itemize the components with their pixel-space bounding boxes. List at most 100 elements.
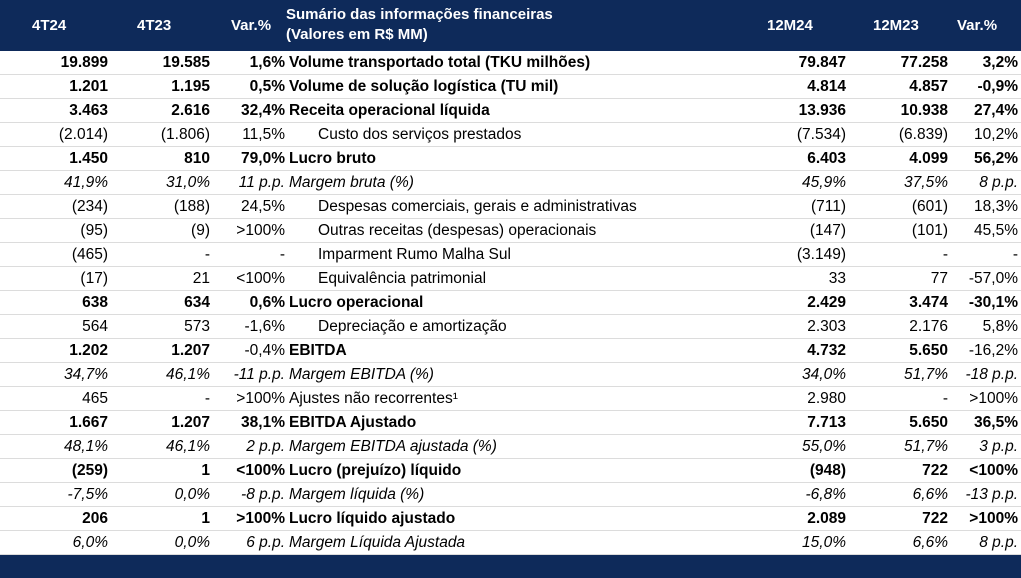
value-cell: 3,2%	[982, 54, 1018, 71]
value-cell: 37,5%	[904, 174, 948, 191]
row-label: Margem líquida (%)	[289, 486, 425, 503]
value-cell: 1.207	[171, 342, 210, 359]
subtitle: (Valores em R$ MM)	[286, 26, 428, 43]
table-row: 48,1% 46,1% 2 p.p. Margem EBITDA ajustada (…	[0, 435, 1021, 459]
row-label: Imparment Rumo Malha Sul	[318, 246, 511, 263]
value-cell: 6,0%	[72, 534, 108, 551]
value-cell: (1.806)	[160, 126, 210, 143]
value-cell: >100%	[969, 390, 1018, 407]
value-cell: -6,8%	[805, 486, 847, 503]
value-cell: >100%	[236, 222, 285, 239]
footer-band	[0, 555, 1021, 578]
value-cell: 1	[201, 510, 210, 527]
table-row: 1.450 810 79,0% Lucro bruto 6.403 4.099 56,2%	[0, 147, 1021, 171]
value-cell: 6,6%	[912, 534, 948, 551]
value-cell: -57,0%	[968, 270, 1018, 287]
table-row: 19.899 19.585 1,6% Volume transportado tota…	[0, 51, 1021, 75]
value-cell: (95)	[80, 222, 108, 239]
value-cell: 0,5%	[249, 78, 285, 95]
value-cell: -	[279, 246, 285, 263]
value-cell: >100%	[236, 510, 285, 527]
value-cell: 638	[82, 294, 108, 311]
row-label: Lucro operacional	[289, 294, 424, 311]
value-cell: >100%	[236, 390, 285, 407]
value-cell: 48,1%	[64, 438, 108, 455]
value-cell: 3.463	[69, 102, 108, 119]
value-cell: -0,9%	[977, 78, 1019, 95]
value-cell: 2.980	[807, 390, 846, 407]
table-row: 564 573 -1,6% Depreciação e amortização 2.30…	[0, 315, 1021, 339]
value-cell: 11,5%	[242, 126, 285, 143]
value-cell: 2.429	[807, 294, 846, 311]
row-label: EBITDA	[289, 342, 347, 359]
value-cell: 465	[82, 390, 108, 407]
value-cell: 77.258	[900, 54, 948, 71]
value-cell: 15,0%	[802, 534, 846, 551]
table-row: 3.463 2.616 32,4% Receita operacional líqui…	[0, 99, 1021, 123]
value-cell: 1.201	[69, 78, 108, 95]
value-cell: 1.667	[69, 414, 108, 431]
value-cell: 46,1%	[166, 438, 210, 455]
row-label: Lucro (prejuízo) líquido	[289, 462, 462, 479]
value-cell: 2.176	[909, 318, 948, 335]
value-cell: 45,9%	[802, 174, 846, 191]
value-cell: -0,4%	[244, 342, 286, 359]
value-cell: (17)	[80, 270, 108, 287]
value-cell: 564	[82, 318, 108, 335]
value-cell: 11 p.p.	[238, 174, 285, 191]
value-cell: 0,6%	[249, 294, 285, 311]
value-cell: 36,5%	[974, 414, 1018, 431]
value-cell: 18,3%	[974, 198, 1018, 215]
value-cell: (2.014)	[58, 126, 108, 143]
value-cell: 27,4%	[974, 102, 1018, 119]
value-cell: 722	[922, 510, 948, 527]
value-cell: 7.713	[807, 414, 846, 431]
column-header: Var.%	[231, 17, 272, 34]
value-cell: 19.899	[60, 54, 108, 71]
value-cell: 8 p.p.	[979, 174, 1018, 191]
value-cell: 56,2%	[974, 150, 1018, 167]
row-label: Volume transportado total (TKU milhões)	[289, 54, 591, 71]
value-cell: 51,7%	[904, 366, 948, 383]
row-label: Margem bruta (%)	[289, 174, 414, 191]
value-cell: 6 p.p.	[246, 534, 285, 551]
table-row: 34,7% 46,1% -11 p.p. Margem EBITDA (%) 34,0%…	[0, 363, 1021, 387]
value-cell: 3.474	[909, 294, 948, 311]
value-cell: 5.650	[909, 342, 948, 359]
value-cell: 4.099	[909, 150, 948, 167]
value-cell: (711)	[810, 198, 846, 215]
value-cell: 6.403	[807, 150, 846, 167]
table-row: (465) - - Imparment Rumo Malha Sul (3.149) - -	[0, 243, 1021, 267]
value-cell: 8 p.p.	[979, 534, 1018, 551]
value-cell: 810	[184, 150, 210, 167]
value-cell: 3 p.p.	[979, 438, 1018, 455]
table-title: Sumário das informações financeiras (Val…	[286, 5, 553, 45]
row-label: Margem Líquida Ajustada	[289, 534, 466, 551]
row-label: Custo dos serviços prestados	[318, 126, 522, 143]
value-cell: (6.839)	[898, 126, 948, 143]
value-cell: 1.207	[171, 414, 210, 431]
value-cell: 51,7%	[904, 438, 948, 455]
value-cell: 2 p.p.	[246, 438, 285, 455]
value-cell: 19.585	[162, 54, 210, 71]
value-cell: <100%	[236, 270, 285, 287]
row-label: Equivalência patrimonial	[318, 270, 487, 287]
value-cell: 34,7%	[64, 366, 108, 383]
table-row: 41,9% 31,0% 11 p.p. Margem bruta (%) 45,9% 37…	[0, 171, 1021, 195]
row-label: Depreciação e amortização	[318, 318, 507, 335]
value-cell: 4.732	[807, 342, 846, 359]
title: Sumário das informações financeiras	[286, 6, 553, 23]
value-cell: -18 p.p.	[965, 366, 1018, 383]
table-row: (234) (188) 24,5% Despesas comerciais, gera…	[0, 195, 1021, 219]
row-label: Volume de solução logística (TU mil)	[289, 78, 559, 95]
value-cell: -7,5%	[67, 486, 109, 503]
value-cell: 10,2%	[974, 126, 1018, 143]
table-row: (95) (9) >100% Outras receitas (despesas) o…	[0, 219, 1021, 243]
value-cell: 1,6%	[249, 54, 285, 71]
value-cell: 32,4%	[241, 102, 285, 119]
column-header: 12M23	[873, 17, 919, 34]
table-row: 465- >100% Ajustes não recorrentes¹ 2.980- >…	[0, 387, 1021, 411]
row-label: Despesas comerciais, gerais e administra…	[318, 198, 637, 215]
value-cell: 634	[184, 294, 210, 311]
